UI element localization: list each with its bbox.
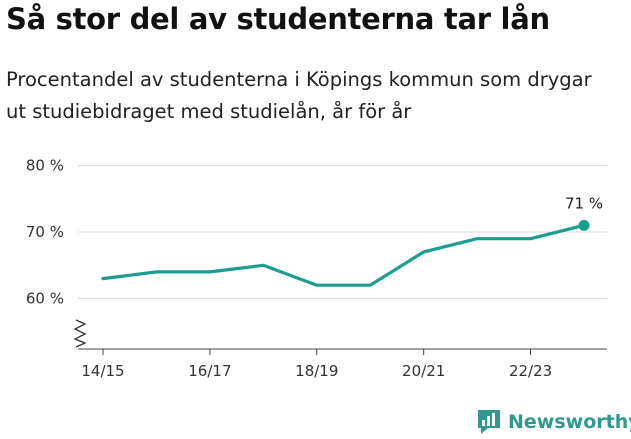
grid-lines — [78, 165, 607, 299]
chart-title: Så stor del av studenterna tar lån — [6, 2, 550, 36]
data-label: 71 % — [565, 194, 603, 212]
y-axis-ticks: 60 % 70 % 80 % — [26, 157, 64, 308]
last-data-point — [578, 219, 590, 231]
x-tick-label: 18/19 — [295, 362, 338, 380]
x-tick-label: 20/21 — [402, 362, 445, 380]
y-tick-label: 80 % — [26, 157, 64, 175]
newsworthy-logo: Newsworthy — [476, 408, 631, 436]
y-axis-break-icon — [73, 319, 87, 348]
x-axis: 14/15 16/17 18/19 20/21 22/23 — [73, 319, 607, 380]
x-tick-label: 14/15 — [81, 362, 124, 380]
y-tick-label: 60 % — [26, 290, 64, 308]
newsworthy-logo-text: Newsworthy — [508, 411, 631, 433]
y-tick-label: 70 % — [26, 223, 64, 241]
x-tick-label: 16/17 — [188, 362, 231, 380]
series-layer: 71 % — [101, 194, 603, 287]
newsworthy-logo-icon — [478, 410, 500, 434]
chart-subtitle: Procentandel av studenterna i Köpings ko… — [6, 68, 592, 123]
series-line-0 — [101, 223, 586, 287]
x-tick-label: 22/23 — [509, 362, 552, 380]
